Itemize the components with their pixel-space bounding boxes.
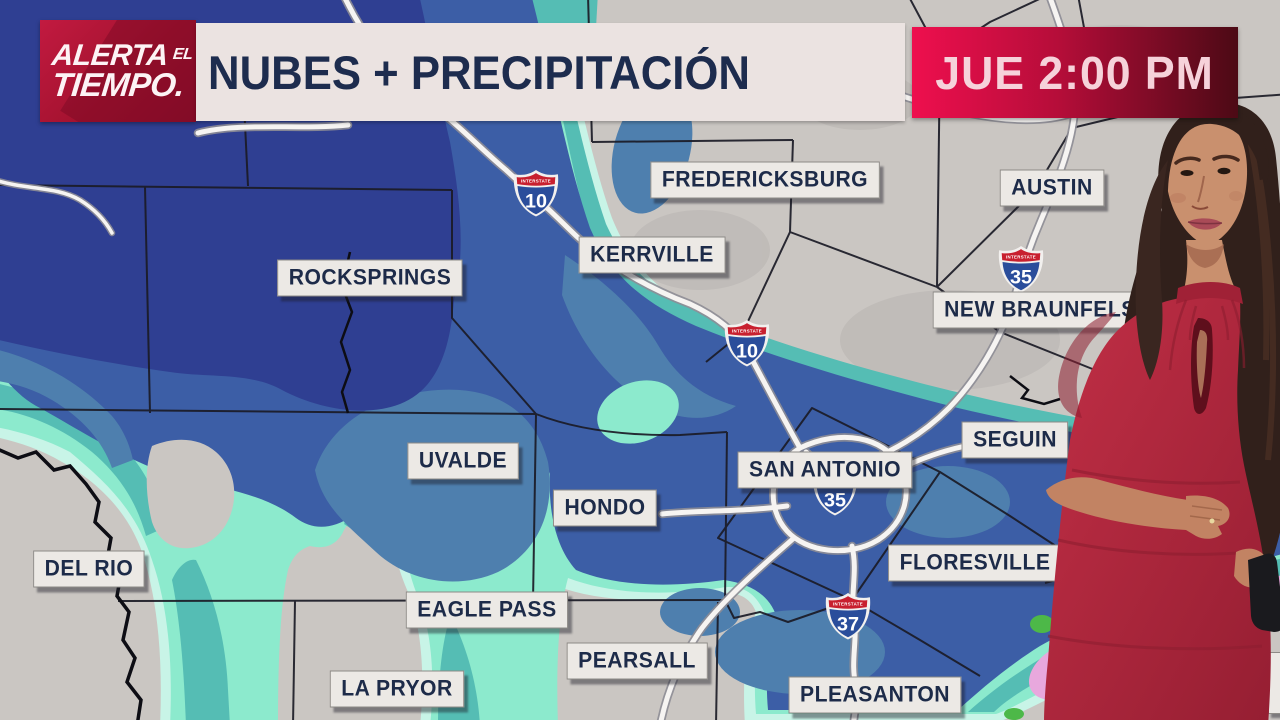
svg-text:INTERSTATE: INTERSTATE — [1006, 255, 1036, 260]
city-label-del-rio: DEL RIO — [33, 550, 145, 588]
city-label-la-pryor: LA PRYOR — [329, 670, 465, 708]
city-label-austin: AUSTIN — [999, 169, 1105, 207]
presenter-clicker — [1248, 553, 1280, 632]
svg-text:35: 35 — [824, 490, 846, 512]
ring — [1209, 518, 1215, 524]
city-label-fredericksburg: FREDERICKSBURG — [650, 161, 880, 199]
dress-folds — [1047, 299, 1263, 651]
svg-text:10: 10 — [525, 191, 547, 213]
city-label-uvalde: UVALDE — [407, 442, 519, 480]
svg-text:INTERSTATE: INTERSTATE — [732, 329, 762, 334]
interstate-10-shield-icon: INTERSTATE 10 — [513, 169, 559, 217]
svg-text:INTERSTATE: INTERSTATE — [521, 179, 551, 184]
city-label-san-antonio: SAN ANTONIO — [737, 451, 913, 489]
rio-grande-river — [0, 448, 143, 720]
city-label-hondo: HONDO — [552, 489, 658, 527]
city-label-seguin: SEGUIN — [961, 421, 1069, 459]
city-label-pearsall: PEARSALL — [566, 642, 708, 680]
svg-text:37: 37 — [837, 614, 859, 636]
city-label-pleasanton: PLEASANTON — [788, 676, 962, 714]
city-label-eagle-pass: EAGLE PASS — [405, 591, 569, 629]
city-label-new-braunfels: NEW BRAUNFELS — [932, 291, 1148, 329]
svg-text:10: 10 — [736, 341, 758, 363]
interstate-10-shield-icon: INTERSTATE 10 — [724, 319, 770, 367]
weather-presenter — [1044, 102, 1280, 720]
svg-text:INTERSTATE: INTERSTATE — [833, 602, 863, 607]
interstate-37-shield-icon: INTERSTATE 37 — [825, 592, 871, 640]
interstate-35-shield-icon: INTERSTATE 35 — [998, 245, 1044, 293]
city-label-rocksprings: ROCKSPRINGS — [277, 259, 463, 297]
svg-text:35: 35 — [1010, 267, 1032, 289]
city-label-floresville: FLORESVILLE — [888, 544, 1062, 582]
city-label-kerrville: KERRVILLE — [578, 236, 726, 274]
presenter-face — [1174, 154, 1240, 230]
